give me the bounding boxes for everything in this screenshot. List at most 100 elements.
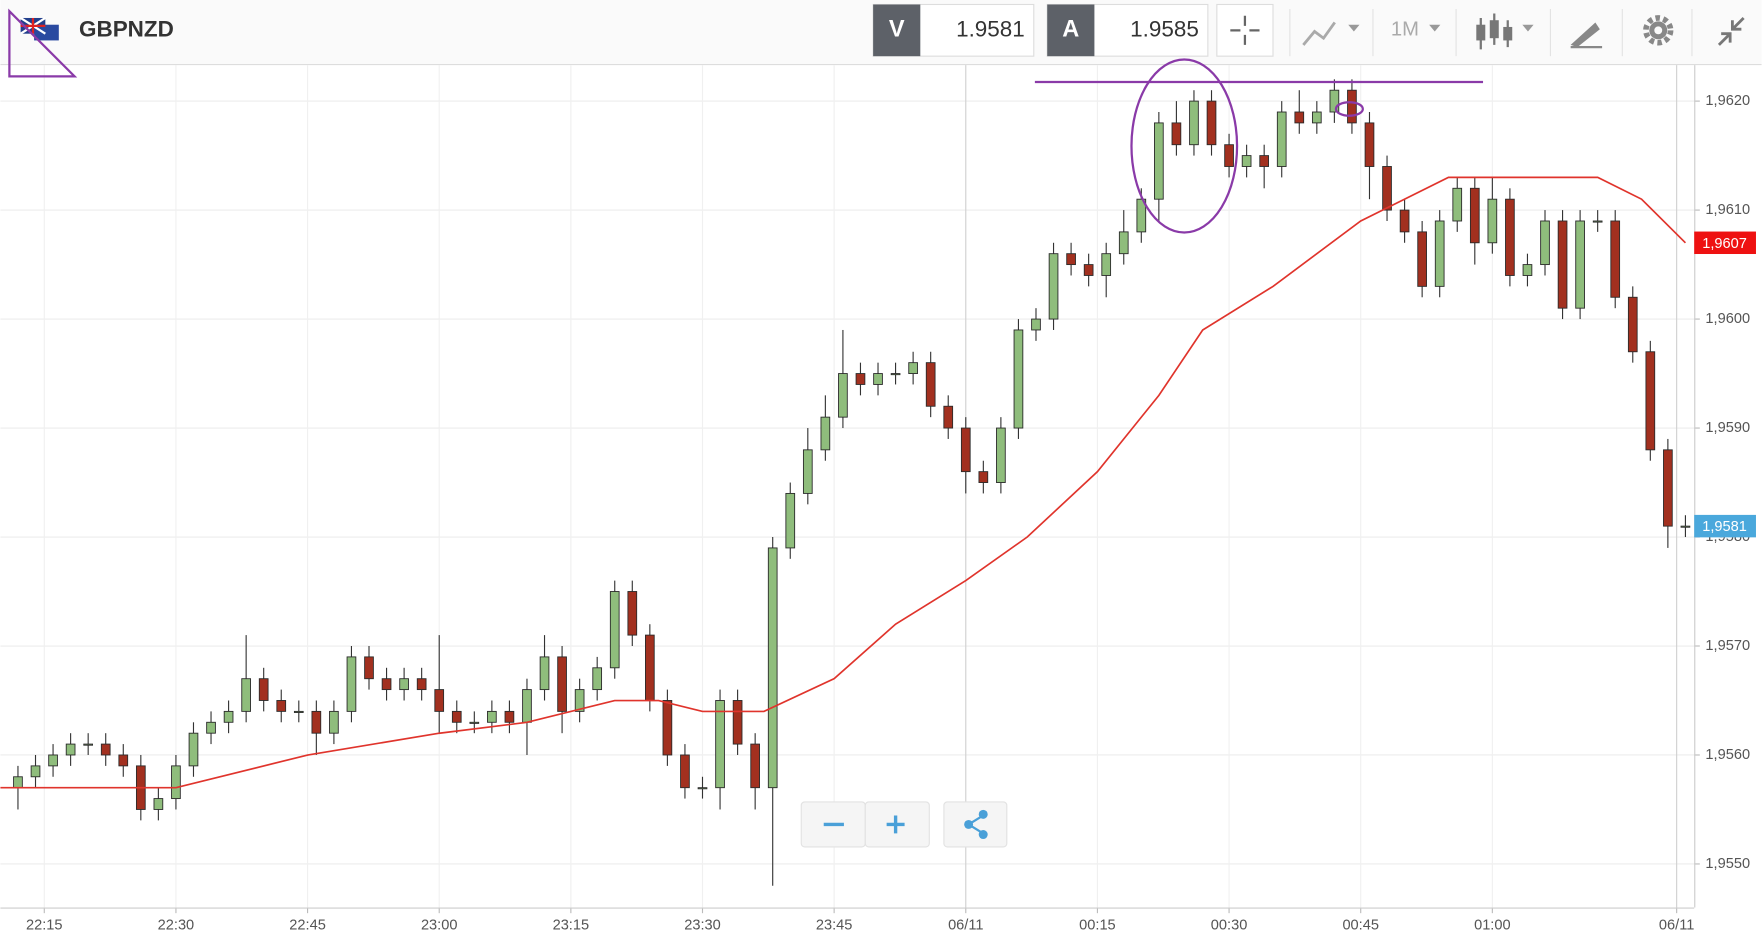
x-tick-label: 00:30 <box>1211 917 1248 933</box>
candle-body <box>329 710 339 734</box>
candle-body <box>785 492 796 549</box>
candle-body <box>1329 89 1340 113</box>
candle-body <box>1171 122 1182 146</box>
settings-button[interactable] <box>1643 15 1674 46</box>
price-tag <box>1694 514 1756 538</box>
candle-body <box>996 427 1006 483</box>
buy-value: 1.9585 <box>1130 16 1199 41</box>
sell-value: 1.9581 <box>956 16 1025 41</box>
candle-body <box>381 678 392 691</box>
candle-body <box>697 787 708 790</box>
symbol: GBPNZD <box>79 16 174 41</box>
candle-body <box>1083 264 1094 276</box>
candle-body <box>1364 122 1375 167</box>
candle-body <box>1154 122 1164 200</box>
candle-body <box>592 667 603 691</box>
candle-body <box>416 678 427 691</box>
candle-body <box>1452 187 1463 222</box>
plot-area: 1,95501,95601,95701,95801,95901,96001,96… <box>0 65 1750 933</box>
x-tick-label: 06/11 <box>948 917 983 933</box>
collapse-button[interactable] <box>1717 16 1745 46</box>
candle-body <box>1505 198 1515 276</box>
candle-body <box>838 373 848 418</box>
candle-body <box>1311 111 1322 124</box>
y-tick-label: 1,9600 <box>1705 311 1750 327</box>
candle-body <box>732 700 743 745</box>
candle-body <box>1417 231 1427 287</box>
candle-body <box>1118 231 1129 255</box>
candle-body <box>925 362 936 407</box>
candle-body <box>574 689 585 712</box>
crosshair-button[interactable] <box>1216 3 1274 57</box>
candle-body <box>65 743 76 756</box>
candle-body <box>908 362 918 375</box>
candle-body <box>750 743 760 789</box>
candle-body <box>223 710 234 723</box>
candle-body <box>1347 89 1357 124</box>
candle-body <box>241 678 251 712</box>
candle-body <box>1434 220 1445 287</box>
candle-body <box>188 732 199 767</box>
candle-body <box>1206 100 1217 146</box>
chart-type-button[interactable] <box>1302 21 1360 46</box>
x-tick-label: 01:00 <box>1474 917 1511 933</box>
share-button[interactable] <box>943 801 1008 848</box>
x-tick-label: 23:30 <box>684 917 721 933</box>
candle-body <box>715 700 725 789</box>
candle-body <box>1645 351 1656 451</box>
candle-body <box>504 710 515 723</box>
candle-body <box>557 656 567 712</box>
zoom-in-button[interactable] <box>864 801 930 848</box>
buy-price[interactable]: A 1.9585 <box>1046 3 1209 57</box>
candle-body <box>1627 296 1638 353</box>
candle-body <box>522 689 532 723</box>
candle-body <box>364 656 374 680</box>
candle-body <box>118 754 129 767</box>
y-tick-label: 1,9570 <box>1705 638 1750 654</box>
candle-body <box>1575 220 1585 309</box>
candle-body <box>434 689 445 712</box>
candle-body <box>1066 253 1076 266</box>
price-tag-label: 1,9607 <box>1702 236 1747 252</box>
draw-button[interactable] <box>1570 22 1603 49</box>
candle-body <box>1522 264 1533 276</box>
candle-body <box>1241 155 1252 167</box>
price-tag-label: 1,9581 <box>1702 519 1747 535</box>
candle-body <box>1031 318 1041 331</box>
candle-body <box>1294 111 1305 124</box>
sell-price[interactable]: V 1.9581 <box>872 3 1035 57</box>
x-tick-label: 22:30 <box>158 917 195 933</box>
timeframe: 1M <box>1391 19 1419 41</box>
x-tick-label: 06/11 <box>1659 917 1694 933</box>
y-tick-label: 1,9550 <box>1705 856 1750 872</box>
candle-body <box>1136 198 1147 233</box>
candle-body <box>1259 155 1270 167</box>
candle-body <box>890 373 901 376</box>
x-tick-label: 22:15 <box>26 917 63 933</box>
candle-body <box>13 776 23 789</box>
candle-body <box>399 678 409 691</box>
timeframe-button[interactable]: 1M <box>1391 19 1441 41</box>
candle-body <box>978 471 989 483</box>
candle-body <box>1469 187 1480 244</box>
candle-body <box>1557 220 1568 309</box>
candle-body <box>171 765 181 800</box>
candle-body <box>487 710 497 723</box>
zoom-out-button[interactable] <box>800 801 866 848</box>
candle-body <box>346 656 357 712</box>
candle-body <box>1276 111 1287 167</box>
candle-body <box>100 743 111 756</box>
x-tick-label: 00:45 <box>1342 917 1379 933</box>
candle-body <box>645 634 655 701</box>
candle-body <box>1101 253 1112 276</box>
y-tick-label: 1,9560 <box>1705 747 1750 763</box>
candle-body <box>539 656 550 691</box>
candle-style-button[interactable] <box>1476 13 1534 50</box>
candle-body <box>1013 329 1024 429</box>
candle-body <box>1663 449 1673 527</box>
candle-body <box>1592 220 1603 223</box>
sell-label: V <box>889 16 905 42</box>
